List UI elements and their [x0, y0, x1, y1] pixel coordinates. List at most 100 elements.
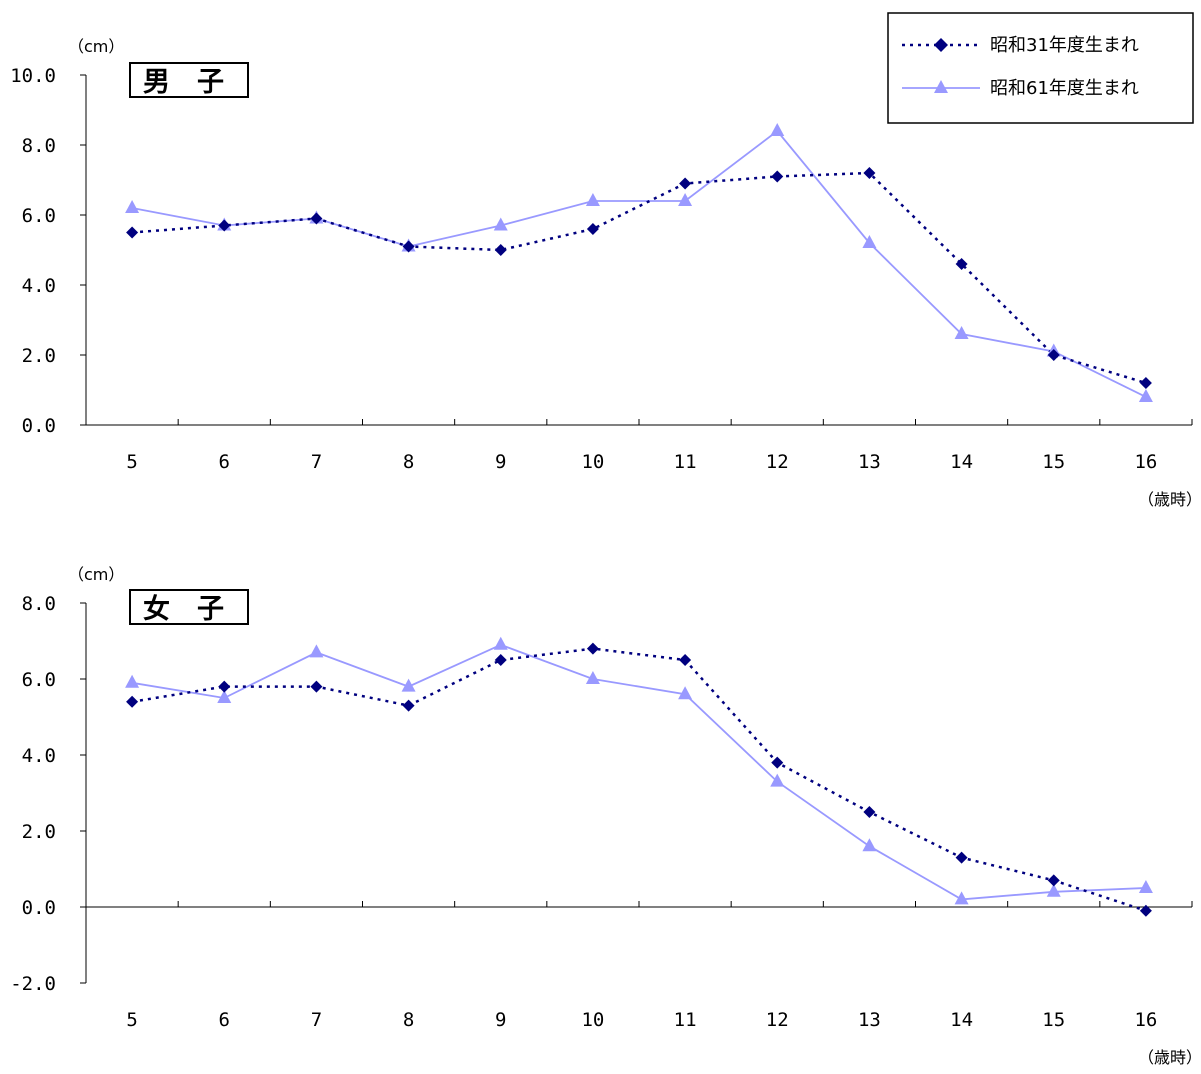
panel-label: 女 子 [143, 593, 224, 625]
x-tick-label: 8 [403, 451, 414, 473]
series-line-showa61 [131, 129, 1147, 398]
x-tick-label: 15 [1042, 451, 1065, 473]
x-tick-label: 11 [674, 1009, 697, 1031]
point-showa61 [493, 636, 508, 650]
series-line-showa31 [131, 171, 1147, 385]
point-showa61 [125, 200, 140, 213]
x-tick-label: 14 [950, 1009, 973, 1031]
legend-label-showa61: 昭和61年度生まれ [990, 78, 1139, 99]
point-showa31 [679, 654, 692, 666]
point-showa31 [310, 212, 323, 225]
x-tick-label: 7 [311, 1009, 322, 1031]
point-showa61 [125, 674, 140, 688]
panel-label-box [129, 62, 249, 98]
point-showa61 [1138, 880, 1153, 893]
y-tick-label: -2.0 [10, 973, 56, 995]
y-tick-label: 0.0 [22, 897, 56, 919]
x-tick-label: 14 [950, 451, 973, 473]
point-showa31 [126, 226, 139, 239]
y-unit-label: （cm） [68, 565, 124, 584]
point-showa31 [402, 240, 415, 253]
x-unit-label: （歳時） [1138, 490, 1201, 509]
point-showa31 [586, 642, 599, 655]
point-showa31 [586, 223, 599, 235]
point-showa31 [1047, 874, 1060, 887]
legend: 昭和31年度生まれ 昭和61年度生まれ [887, 12, 1194, 124]
point-showa61 [862, 838, 877, 852]
x-unit-label: （歳時） [1138, 1048, 1201, 1067]
point-showa31 [771, 170, 784, 183]
point-showa31 [218, 219, 231, 232]
legend-box [887, 12, 1194, 124]
point-showa31 [1139, 377, 1152, 389]
x-tick-label: 5 [126, 1009, 137, 1031]
point-showa61 [954, 891, 969, 905]
x-tick-label: 9 [495, 451, 506, 473]
point-showa61 [954, 326, 969, 339]
point-showa61 [401, 678, 416, 692]
point-showa61 [1046, 883, 1061, 897]
point-showa31 [402, 699, 415, 712]
x-tick-label: 13 [858, 451, 881, 473]
point-showa31 [218, 680, 231, 693]
panel-label-box [129, 589, 249, 625]
y-tick-label: 10.0 [10, 65, 56, 87]
panel-label: 男 子 [143, 67, 224, 98]
point-showa31 [494, 244, 507, 256]
x-tick-label: 15 [1042, 1009, 1065, 1031]
x-tick-label: 9 [495, 1009, 506, 1031]
point-showa61 [770, 123, 785, 136]
x-tick-label: 6 [219, 451, 230, 473]
legend-marker-diamond [934, 38, 948, 52]
point-showa31 [863, 806, 876, 818]
x-tick-label: 7 [311, 451, 322, 473]
y-tick-label: 2.0 [22, 345, 56, 367]
point-showa61 [1138, 389, 1153, 402]
chart-male: 0.0 2.0 4.0 6.0 8.0 10.0 5 6 7 8 9 10 11 12 13 14 15 16 （c… [10, 37, 1201, 509]
series-line-showa61 [131, 643, 1146, 901]
x-tick-label: 12 [766, 451, 789, 473]
x-tick-label: 10 [581, 1009, 604, 1031]
x-tick-label: 10 [581, 451, 604, 473]
x-tick-label: 5 [126, 451, 137, 473]
point-showa61 [678, 686, 693, 700]
y-unit-label: （cm） [68, 37, 124, 56]
x-tick-label: 6 [219, 1009, 230, 1031]
x-tick-label: 8 [403, 1009, 414, 1031]
point-showa61 [493, 217, 508, 231]
y-tick-label: 6.0 [22, 205, 56, 227]
point-showa31 [310, 680, 323, 693]
x-tick-label: 12 [766, 1009, 789, 1031]
y-tick-label: 2.0 [22, 821, 56, 843]
point-showa61 [585, 193, 600, 206]
y-tick-label: 4.0 [22, 275, 56, 297]
x-tick-label: 16 [1134, 451, 1157, 473]
point-showa31 [863, 167, 876, 179]
legend-item-showa61: 昭和61年度生まれ [902, 78, 1139, 99]
point-showa31 [494, 654, 507, 666]
y-tick-label: 8.0 [22, 593, 56, 615]
y-tick-label: 0.0 [22, 415, 56, 437]
legend-marker-triangle [934, 80, 948, 93]
y-tick-label: 4.0 [22, 745, 56, 767]
chart-female: -2.0 0.0 2.0 4.0 6.0 8.0 5 6 7 8 9 10 11 12 13 14 15 16 （c… [10, 565, 1201, 1067]
point-showa61 [862, 235, 877, 248]
point-showa61 [309, 644, 324, 658]
point-showa61 [217, 690, 232, 703]
point-showa31 [1139, 904, 1152, 917]
y-tick-label: 8.0 [22, 135, 56, 157]
point-showa31 [1047, 349, 1060, 361]
x-tick-label: 11 [674, 451, 697, 473]
point-showa61 [770, 773, 785, 787]
series-line-showa31 [131, 647, 1147, 912]
legend-label-showa31: 昭和31年度生まれ [990, 35, 1139, 56]
point-showa31 [955, 258, 968, 270]
point-showa31 [126, 695, 139, 708]
point-showa61 [678, 193, 693, 206]
point-showa31 [679, 177, 692, 190]
legend-item-showa31: 昭和31年度生まれ [902, 35, 1139, 56]
y-tick-label: 6.0 [22, 669, 56, 691]
x-tick-label: 13 [858, 1009, 881, 1031]
x-tick-label: 16 [1134, 1009, 1157, 1031]
